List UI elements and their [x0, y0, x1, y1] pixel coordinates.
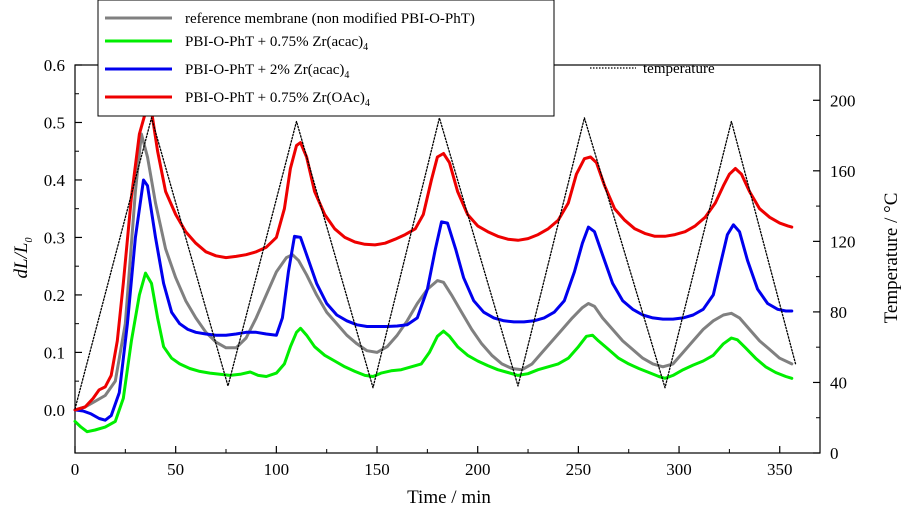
- series-line-2: [73, 178, 794, 422]
- y-tick-label: 0.2: [44, 286, 65, 305]
- series-line-3: [73, 103, 794, 412]
- y-axis-label-sub: 0: [24, 238, 35, 243]
- series-line-temperature: [74, 117, 797, 410]
- x-tick-label: 100: [264, 460, 290, 479]
- series-line-0: [73, 132, 794, 412]
- y2-axis-ticks: 0 40 80 120 160 200: [813, 64, 856, 463]
- y-tick-label: 0.0: [44, 401, 65, 420]
- x-tick-label: 200: [465, 460, 491, 479]
- x-tick-label: 50: [167, 460, 184, 479]
- y-tick-label: 0.5: [44, 113, 65, 132]
- x-tick-label: 350: [767, 460, 793, 479]
- y-axis-ticks: 0.0 0.1 0.2 0.3 0.4 0.5 0.6: [44, 56, 82, 420]
- plot-frame: [74, 64, 821, 454]
- y-axis-label: dL/L0: [11, 238, 35, 279]
- legend-entry-zr-oac-075: PBI-O-PhT + 0.75% Zr(OAc)4: [185, 90, 370, 109]
- legend-entry-zr-acac-075: PBI-O-PhT + 0.75% Zr(acac)4: [185, 34, 368, 53]
- y-axis-label-main: dL/L: [11, 243, 32, 279]
- y-tick-label: 0.1: [44, 343, 65, 362]
- legend-box: [97, 0, 555, 117]
- series-layer: [73, 103, 797, 434]
- y2-tick-label: 160: [830, 162, 856, 181]
- y-axis-label-group: dL/L0: [11, 238, 35, 279]
- legend-entry-zr-acac-2: PBI-O-PhT + 2% Zr(acac)4: [185, 62, 349, 81]
- legend-entry-temperature: temperature: [643, 61, 715, 77]
- y2-tick-label: 80: [830, 303, 847, 322]
- x-tick-label: 0: [71, 460, 80, 479]
- y2-axis-label: Temperature / °C: [881, 193, 902, 324]
- x-axis-ticks: 0 50 100 150 200 250 300 350: [71, 446, 793, 479]
- legend-entry-reference: reference membrane (non modified PBI-O-P…: [185, 11, 475, 27]
- y2-tick-label: 200: [830, 91, 856, 110]
- y2-tick-label: 0: [830, 444, 839, 463]
- x-tick-label: 300: [666, 460, 692, 479]
- x-tick-label: 250: [566, 460, 592, 479]
- legend: reference membrane (non modified PBI-O-P…: [97, 0, 555, 117]
- x-tick-label: 150: [364, 460, 390, 479]
- y2-tick-label: 40: [830, 373, 847, 392]
- y-tick-label: 0.4: [44, 171, 66, 190]
- x-axis-label: Time / min: [407, 487, 491, 508]
- y-tick-label: 0.3: [44, 228, 65, 247]
- y2-axis-label-group: Temperature / °C: [881, 193, 902, 324]
- y2-tick-label: 120: [830, 232, 856, 251]
- y-tick-label: 0.6: [44, 56, 65, 75]
